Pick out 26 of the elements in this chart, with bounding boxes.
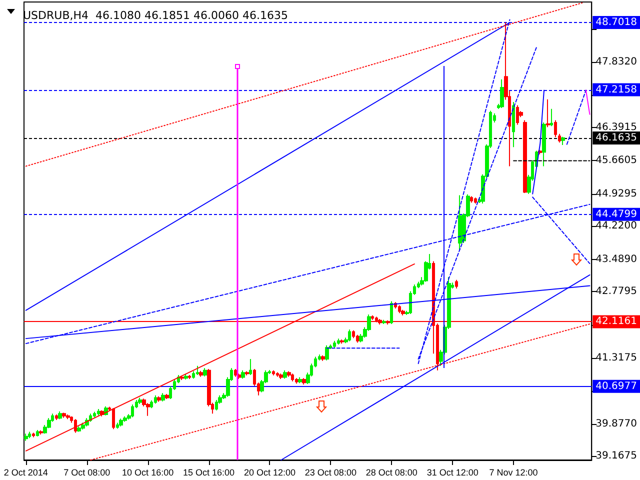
x-tick-label: 20 Oct 12:00 <box>244 468 296 478</box>
y-tick-label: 41.3175 <box>596 352 638 364</box>
x-tick-label: 10 Oct 16:00 <box>122 468 174 478</box>
x-tick-label: 31 Oct 12:00 <box>426 468 478 478</box>
y-tick-label: 44.2200 <box>596 220 638 232</box>
y-tick-label: 39.1675 <box>596 450 638 462</box>
y-tick-label: 42.7795 <box>596 286 638 298</box>
x-tick-label: 23 Oct 08:00 <box>304 468 356 478</box>
x-tick-label: 7 Oct 08:00 <box>64 468 110 478</box>
ref-line-label: 48.7018 <box>596 16 638 28</box>
x-tick-label: 7 Nov 12:00 <box>489 468 538 478</box>
ref-line-label: 40.6977 <box>596 380 638 392</box>
y-tick-label: 39.8770 <box>596 418 638 430</box>
x-tick-label: 2 Oct 2014 <box>4 468 48 478</box>
y-tick-label: 43.4890 <box>596 254 638 265</box>
y-tick-label: 46.3915 <box>596 122 638 133</box>
ref-line-label: 42.1161 <box>596 316 638 328</box>
ref-line-label: 47.2158 <box>596 84 638 96</box>
y-tick-label: 44.9295 <box>596 188 638 200</box>
x-tick-label: 15 Oct 16:00 <box>183 468 235 478</box>
ref-line-label: 46.1635 <box>596 132 638 144</box>
y-tick-label: 47.8320 <box>596 56 638 68</box>
x-tick-label: 28 Oct 08:00 <box>366 468 418 478</box>
ref-line-label: 44.4799 <box>596 208 638 220</box>
text: USDRUB,H4 46.1080 46.1851 46.0060 46.1635 <box>23 9 288 22</box>
y-tick-label: 45.6605 <box>596 155 638 166</box>
